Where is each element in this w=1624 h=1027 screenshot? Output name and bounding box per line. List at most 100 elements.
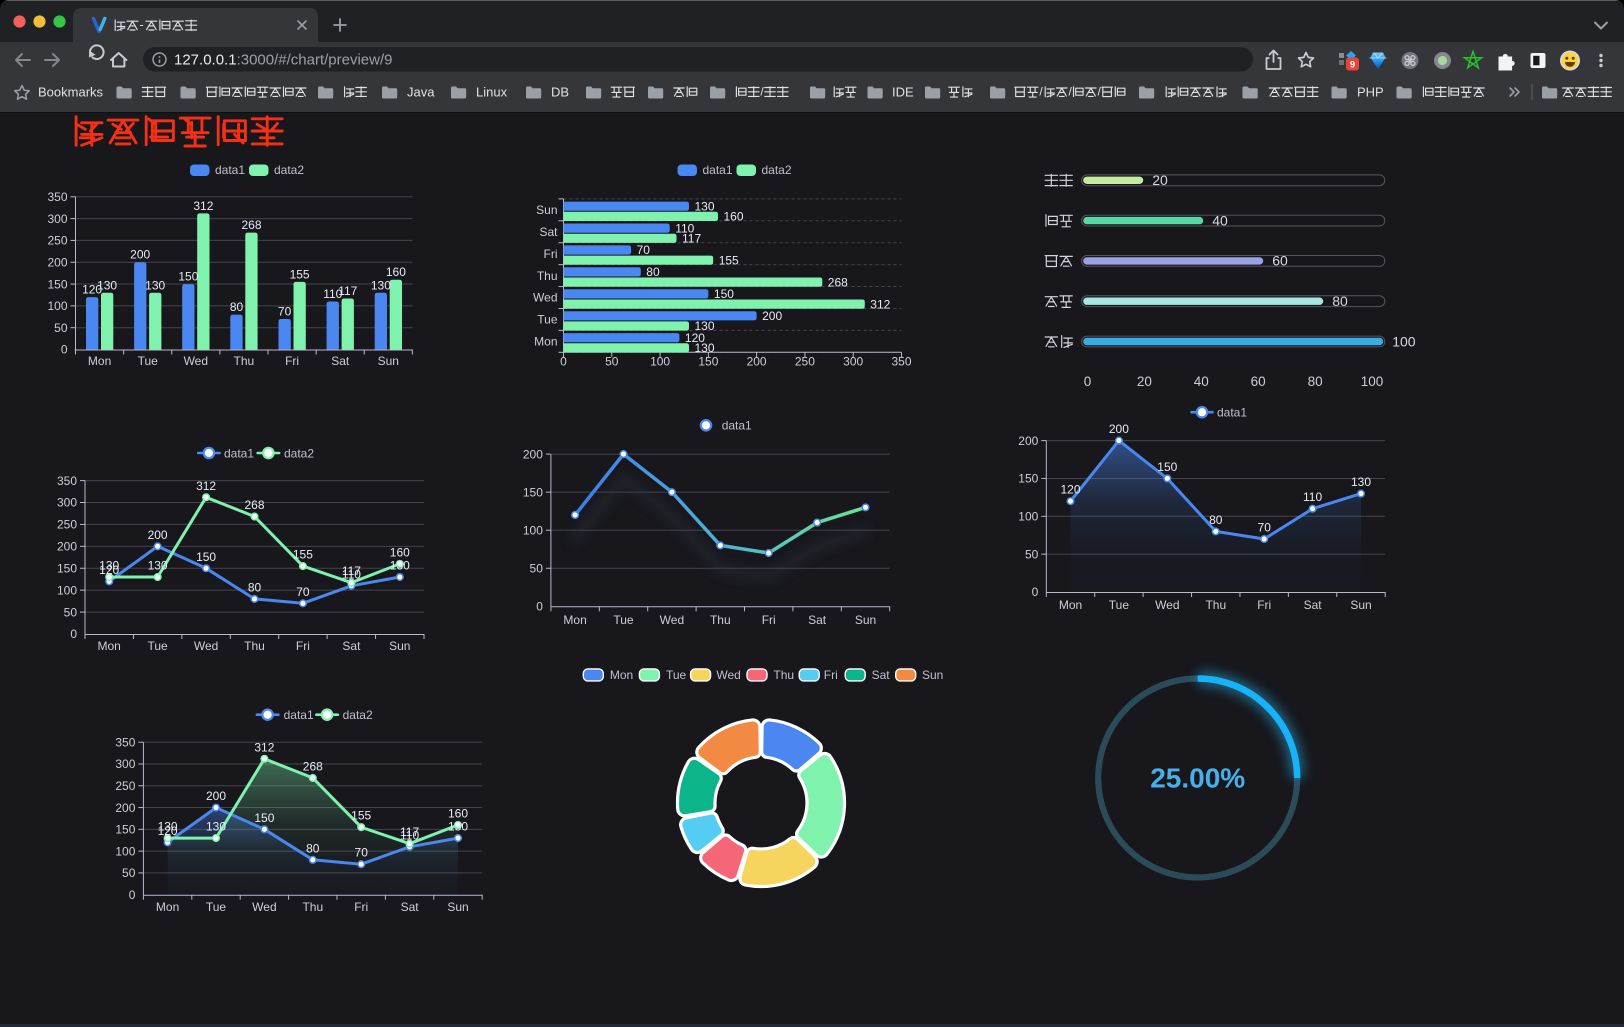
svg-text:/: /: [1069, 85, 1073, 99]
svg-text:130: 130: [206, 820, 226, 834]
svg-text:Sun: Sun: [1350, 598, 1371, 612]
svg-text:Sat: Sat: [539, 225, 558, 239]
svg-text:/: /: [1098, 85, 1102, 99]
svg-text:250: 250: [115, 779, 135, 793]
svg-text:120: 120: [1060, 483, 1080, 497]
svg-text:Sat: Sat: [872, 668, 891, 682]
svg-text:80: 80: [1332, 293, 1348, 309]
svg-text:Wed: Wed: [716, 668, 740, 682]
svg-text:Mon: Mon: [88, 354, 111, 368]
svg-text:200: 200: [130, 248, 150, 262]
svg-text:IDE: IDE: [892, 85, 914, 100]
svg-text:Thu: Thu: [234, 354, 255, 368]
svg-text:50: 50: [64, 605, 78, 619]
svg-text:110: 110: [1303, 490, 1322, 504]
svg-text:/: /: [760, 85, 764, 99]
svg-text:0: 0: [1032, 585, 1039, 599]
svg-text:100: 100: [650, 354, 670, 368]
svg-text:130: 130: [97, 278, 117, 292]
svg-text:80: 80: [230, 300, 244, 314]
svg-text:Wed: Wed: [1155, 598, 1179, 612]
svg-text:350: 350: [115, 735, 135, 749]
svg-text:150: 150: [698, 354, 718, 368]
svg-text:300: 300: [115, 757, 135, 771]
svg-text:160: 160: [390, 545, 410, 559]
svg-text:20: 20: [1152, 172, 1168, 188]
svg-text:20: 20: [1137, 374, 1152, 389]
svg-text:200: 200: [747, 354, 767, 368]
svg-text:350: 350: [891, 354, 911, 368]
svg-text:Sun: Sun: [922, 668, 943, 682]
svg-text:50: 50: [1025, 547, 1039, 561]
svg-text:100: 100: [1392, 333, 1416, 349]
svg-text:350: 350: [47, 190, 67, 204]
svg-text:Wed: Wed: [194, 639, 218, 653]
svg-text:127.0.0.1:3000/#/chart/preview: 127.0.0.1:3000/#/chart/preview/9: [174, 51, 393, 68]
svg-text:0: 0: [61, 343, 68, 357]
svg-text:data2: data2: [343, 708, 373, 722]
svg-text:200: 200: [1018, 434, 1038, 448]
svg-text:50: 50: [530, 562, 544, 576]
svg-text:130: 130: [448, 820, 468, 834]
svg-text:0: 0: [560, 354, 567, 368]
svg-text:Tue: Tue: [206, 900, 227, 914]
svg-text:Fri: Fri: [285, 354, 299, 368]
svg-text:70: 70: [278, 305, 292, 319]
svg-text:50: 50: [122, 866, 136, 880]
svg-text:250: 250: [795, 354, 815, 368]
svg-text:Linux: Linux: [476, 85, 508, 100]
svg-text:40: 40: [1194, 374, 1209, 389]
svg-text:Fri: Fri: [296, 639, 310, 653]
svg-text:Mon: Mon: [563, 613, 586, 627]
svg-text:40: 40: [1212, 212, 1228, 228]
svg-text:70: 70: [355, 846, 369, 860]
svg-text:Tue: Tue: [147, 639, 168, 653]
svg-text:130: 130: [158, 820, 178, 834]
svg-text:268: 268: [303, 759, 323, 773]
svg-text:130: 130: [145, 278, 165, 292]
svg-text:Sun: Sun: [389, 639, 410, 653]
svg-text:155: 155: [351, 809, 371, 823]
svg-text:Sun: Sun: [536, 203, 557, 217]
svg-text:150: 150: [115, 823, 135, 837]
svg-text:155: 155: [293, 548, 313, 562]
svg-text:80: 80: [646, 265, 660, 279]
svg-text:25.00%: 25.00%: [1150, 763, 1245, 794]
svg-text:312: 312: [870, 297, 890, 311]
svg-text:PHP: PHP: [1357, 85, 1384, 100]
svg-text:150: 150: [523, 485, 543, 499]
svg-text:data2: data2: [274, 163, 304, 177]
svg-text:Thu: Thu: [302, 900, 323, 914]
svg-text:200: 200: [47, 255, 67, 269]
svg-text:130: 130: [695, 319, 715, 333]
svg-text:150: 150: [178, 270, 198, 284]
svg-text:Mon: Mon: [610, 668, 633, 682]
svg-text:Thu: Thu: [1205, 598, 1226, 612]
svg-text:130: 130: [390, 559, 410, 573]
svg-text:Java: Java: [407, 85, 435, 100]
svg-text:200: 200: [762, 309, 782, 323]
svg-text:Mon: Mon: [156, 900, 179, 914]
svg-text:268: 268: [241, 218, 261, 232]
svg-text:/: /: [1039, 85, 1043, 99]
svg-text:DB: DB: [551, 85, 569, 100]
svg-text:350: 350: [57, 474, 77, 488]
svg-text:data2: data2: [284, 446, 314, 460]
svg-text:Sat: Sat: [401, 900, 420, 914]
svg-text:110: 110: [323, 287, 342, 301]
svg-text:70: 70: [1258, 521, 1272, 535]
svg-text:Bookmarks: Bookmarks: [38, 85, 104, 100]
svg-text:70: 70: [296, 585, 310, 599]
svg-text:300: 300: [57, 496, 77, 510]
svg-text:130: 130: [148, 559, 168, 573]
svg-text:Tue: Tue: [1109, 598, 1130, 612]
svg-text:200: 200: [148, 528, 168, 542]
svg-text:Mon: Mon: [98, 639, 121, 653]
svg-text:Wed: Wed: [533, 291, 557, 305]
svg-text:150: 150: [1018, 472, 1038, 486]
svg-text:200: 200: [115, 801, 135, 815]
svg-text:Wed: Wed: [252, 900, 276, 914]
svg-text:Thu: Thu: [773, 668, 794, 682]
svg-text:Sat: Sat: [331, 354, 350, 368]
svg-text:130: 130: [371, 278, 391, 292]
